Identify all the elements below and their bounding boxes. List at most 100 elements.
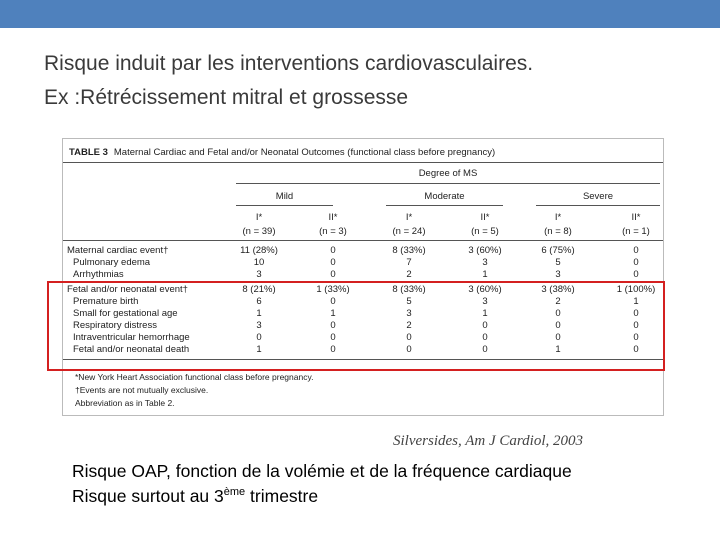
footnote: †Events are not mutually exclusive. xyxy=(75,385,209,395)
cell: 0 xyxy=(555,332,561,343)
caption: TABLE 3 Maternal Cardiac and Fetal and/or… xyxy=(69,147,495,158)
cell: 10 xyxy=(253,257,265,268)
cell: 2 xyxy=(406,269,412,280)
cell: 3 (60%) xyxy=(468,284,502,295)
caption-text: Maternal Cardiac and Fetal and/or Neonat… xyxy=(113,147,496,158)
cell: 7 xyxy=(406,257,412,268)
rule xyxy=(63,162,663,163)
footnote: *New York Heart Association functional c… xyxy=(75,372,314,382)
title-line: Ex :Rétrécissement mitral et grossesse xyxy=(44,86,409,109)
cell: 0 xyxy=(330,296,336,307)
cell: 11 (28%) xyxy=(240,245,278,256)
cell: 0 xyxy=(256,332,262,343)
cell: 2 xyxy=(555,296,561,307)
n-header: (n = 24) xyxy=(392,226,426,237)
row-label: Small for gestational age xyxy=(73,308,178,319)
cell: 5 xyxy=(555,257,561,268)
n-header: (n = 39) xyxy=(242,226,276,237)
cell: 1 xyxy=(482,269,488,280)
cell: 3 xyxy=(256,320,262,331)
citation: Silversides, Am J Cardiol, 2003 xyxy=(393,433,583,449)
cell: 0 xyxy=(555,320,561,331)
cell: 1 xyxy=(256,308,262,319)
cell: 0 xyxy=(482,332,488,343)
spanner: Degree of MS xyxy=(418,168,478,179)
cell: 0 xyxy=(330,344,336,355)
cell: 0 xyxy=(330,269,336,280)
cell: 2 xyxy=(406,320,412,331)
cell: 0 xyxy=(633,245,639,256)
cell: 6 xyxy=(256,296,262,307)
cell: 0 xyxy=(330,245,336,256)
rule xyxy=(536,205,660,206)
cell: 1 xyxy=(256,344,262,355)
class-header: II* xyxy=(328,212,338,223)
cell: 0 xyxy=(633,320,639,331)
n-header: (n = 5) xyxy=(471,226,499,237)
caption-label: TABLE 3 xyxy=(69,147,108,158)
n-header: (n = 8) xyxy=(544,226,572,237)
row-label: Pulmonary edema xyxy=(73,257,151,268)
cell: 1 xyxy=(482,308,488,319)
cell: 0 xyxy=(633,344,639,355)
class-header: I* xyxy=(554,212,562,223)
cell: 3 (38%) xyxy=(541,284,575,295)
cell: 8 (21%) xyxy=(242,284,276,295)
rule xyxy=(63,240,663,241)
cell: 0 xyxy=(633,332,639,343)
n-header: (n = 3) xyxy=(319,226,347,237)
row-label: Respiratory distress xyxy=(73,320,157,331)
group-header: Moderate xyxy=(424,191,465,202)
cell: 0 xyxy=(482,344,488,355)
row-label: Fetal and/or neonatal death xyxy=(73,344,190,355)
header-bar xyxy=(0,0,720,28)
title-line: Risque induit par les interventions card… xyxy=(44,52,534,75)
cell: 1 (33%) xyxy=(316,284,350,295)
class-header: II* xyxy=(480,212,490,223)
cell: 3 xyxy=(555,269,561,280)
cell: 0 xyxy=(330,332,336,343)
group-header: Mild xyxy=(275,191,294,202)
row-label: Intraventricular hemorrhage xyxy=(73,332,190,343)
cell: 3 xyxy=(256,269,262,280)
note-text: Risque OAP, fonction de la volémie et de… xyxy=(72,461,572,481)
rule xyxy=(63,359,663,360)
cell: 1 xyxy=(633,296,639,307)
rule xyxy=(386,205,503,206)
cell: 0 xyxy=(633,308,639,319)
cell: 0 xyxy=(482,320,488,331)
note-text: trimestre xyxy=(245,486,319,506)
cell: 0 xyxy=(330,257,336,268)
note: Risque surtout au 3ème trimestre xyxy=(72,486,318,507)
cell: 3 xyxy=(482,296,488,307)
cell: 0 xyxy=(330,320,336,331)
note-text: Risque surtout au 3 xyxy=(72,486,224,506)
cell: 1 xyxy=(330,308,336,319)
table: TABLE 3 Maternal Cardiac and Fetal and/or… xyxy=(62,138,664,416)
n-header: (n = 1) xyxy=(622,226,650,237)
group-header: Severe xyxy=(582,191,614,202)
note: Risque OAP, fonction de la volémie et de… xyxy=(72,461,572,482)
cell: 3 (60%) xyxy=(468,245,502,256)
cell: 5 xyxy=(406,296,412,307)
superscript: ème xyxy=(223,486,246,499)
cell: 3 xyxy=(482,257,488,268)
cell: 8 (33%) xyxy=(392,245,426,256)
cell: 0 xyxy=(555,308,561,319)
cell: 0 xyxy=(633,269,639,280)
row-label: Maternal cardiac event† xyxy=(67,245,169,256)
cell: 1 xyxy=(555,344,561,355)
class-header: I* xyxy=(255,212,263,223)
rule xyxy=(236,183,660,184)
cell: 6 (75%) xyxy=(541,245,575,256)
highlight-box xyxy=(47,281,665,371)
cell: 0 xyxy=(406,344,412,355)
cell: 0 xyxy=(633,257,639,268)
cell: 3 xyxy=(406,308,412,319)
class-header: II* xyxy=(631,212,641,223)
cell: 0 xyxy=(406,332,412,343)
row-label: Premature birth xyxy=(73,296,139,307)
footnote: Abbreviation as in Table 2. xyxy=(75,398,175,408)
class-header: I* xyxy=(405,212,413,223)
